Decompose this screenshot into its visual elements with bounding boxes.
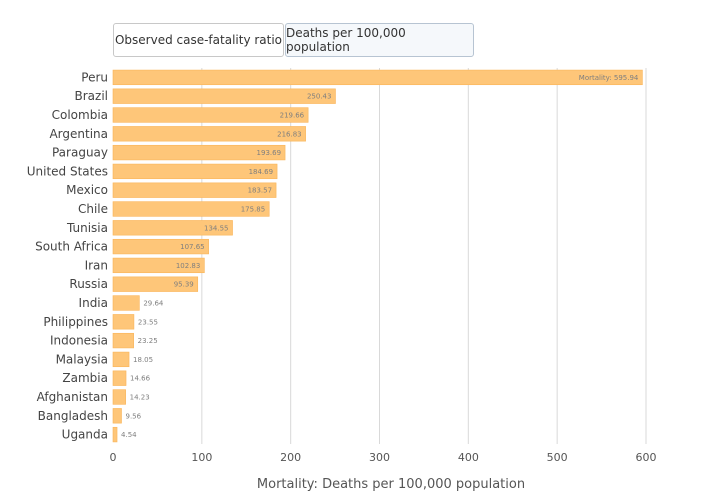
- category-label: Argentina: [49, 127, 108, 141]
- bar-philippines[interactable]: [112, 314, 135, 330]
- bar-indonesia[interactable]: [112, 332, 134, 349]
- bar-paraguay[interactable]: [112, 144, 286, 161]
- bar-chile[interactable]: [112, 201, 270, 217]
- bar-iran[interactable]: [112, 257, 205, 274]
- category-label: Mexico: [66, 183, 108, 197]
- bar-colombia[interactable]: [112, 107, 309, 123]
- x-tick-label: 0: [110, 451, 117, 464]
- value-label: Mortality: 595.94: [579, 74, 639, 82]
- value-label: 14.23: [130, 394, 150, 402]
- category-label: Colombia: [52, 108, 108, 122]
- value-label: 216.83: [277, 130, 302, 138]
- value-label: 250.43: [307, 93, 332, 101]
- bar-malaysia[interactable]: [112, 351, 130, 368]
- x-tick-label: 500: [547, 451, 568, 464]
- x-tick-label: 200: [280, 451, 301, 464]
- value-label: 175.85: [241, 206, 266, 214]
- category-label: Russia: [69, 277, 108, 291]
- value-label: 29.64: [143, 300, 164, 308]
- category-label: Peru: [81, 70, 108, 84]
- value-label: 107.65: [180, 243, 205, 251]
- bar-uganda[interactable]: [112, 426, 118, 443]
- category-labels: Peru Brazil Colombia Argentina Paraguay Unite…: [27, 70, 108, 441]
- x-tick-label: 600: [636, 451, 657, 464]
- bar-zambia[interactable]: [112, 370, 127, 386]
- category-label: Bangladesh: [38, 409, 108, 423]
- bar-russia[interactable]: [112, 276, 199, 292]
- bar-india[interactable]: [112, 295, 140, 311]
- grid-lines: [201, 68, 647, 444]
- bars: [112, 69, 643, 443]
- tab-case-fatality-ratio[interactable]: Observed case-fatality ratio: [113, 23, 284, 57]
- x-axis-title: Mortality: Deaths per 100,000 population: [257, 477, 525, 492]
- value-label: 18.05: [133, 356, 153, 364]
- category-label: United States: [27, 164, 108, 178]
- category-label: Paraguay: [52, 146, 108, 160]
- value-label: 219.66: [280, 112, 305, 120]
- x-tick-label: 400: [458, 451, 479, 464]
- category-label: Chile: [78, 202, 108, 216]
- value-label: 134.55: [204, 224, 229, 232]
- value-label: 4.54: [121, 431, 137, 439]
- category-label: Afghanistan: [37, 390, 108, 404]
- value-label: 23.25: [138, 337, 158, 345]
- bar-brazil[interactable]: [112, 88, 336, 104]
- category-label: Indonesia: [50, 334, 108, 348]
- bar-mexico[interactable]: [112, 182, 277, 198]
- metric-tabs: Observed case-fatality ratio Deaths per …: [113, 23, 474, 57]
- value-label: 9.56: [125, 412, 141, 420]
- category-label: India: [79, 296, 108, 310]
- category-label: Brazil: [75, 89, 109, 103]
- bar-south-africa[interactable]: [112, 238, 209, 255]
- category-label: Philippines: [43, 315, 108, 329]
- category-label: Zambia: [62, 371, 108, 385]
- x-tick-label: 100: [191, 451, 212, 464]
- x-tick-label: 300: [369, 451, 390, 464]
- bar-afghanistan[interactable]: [112, 389, 126, 405]
- category-label: South Africa: [35, 240, 108, 254]
- value-label: 184.69: [249, 168, 274, 176]
- value-label: 183.57: [248, 187, 273, 195]
- bar-bangladesh[interactable]: [112, 408, 122, 424]
- x-axis-ticks: 0 100 200 300 400 500 600: [110, 451, 657, 464]
- bar-peru[interactable]: [112, 69, 643, 86]
- value-label: 23.55: [138, 318, 158, 326]
- bar-united-states[interactable]: [112, 163, 278, 180]
- value-labels: Mortality: 595.94 250.43 219.66 216.83 193.6…: [121, 74, 639, 439]
- bar-tunisia[interactable]: [112, 220, 233, 236]
- category-label: Malaysia: [56, 352, 108, 366]
- bar-argentina[interactable]: [112, 126, 306, 142]
- value-label: 102.83: [176, 262, 201, 270]
- category-label: Tunisia: [66, 221, 108, 235]
- tab-deaths-per-100k[interactable]: Deaths per 100,000 population: [285, 23, 474, 57]
- category-label: Iran: [85, 258, 108, 272]
- value-label: 95.39: [174, 281, 194, 289]
- category-label: Uganda: [62, 428, 108, 442]
- value-label: 193.69: [257, 149, 282, 157]
- value-label: 14.66: [130, 375, 151, 383]
